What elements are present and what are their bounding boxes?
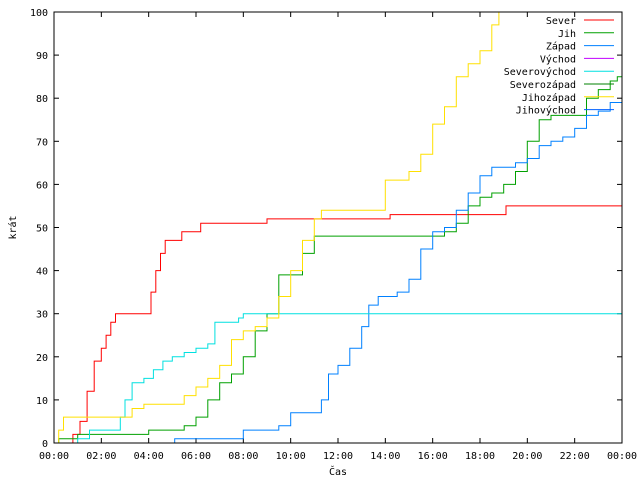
- y-tick-label: 60: [36, 180, 48, 191]
- legend-label: Jihozápad: [522, 92, 576, 104]
- series-line-1: [54, 72, 623, 444]
- y-tick-label: 40: [36, 267, 48, 278]
- x-tick-label: 20:00: [512, 451, 542, 462]
- y-axis-title: krát: [7, 215, 19, 239]
- y-tick-label: 100: [30, 8, 48, 19]
- series-line-6: [54, 11, 504, 444]
- legend-label: Sever: [546, 16, 576, 27]
- x-tick-label: 14:00: [370, 451, 400, 462]
- legend-label: Severozápad: [510, 79, 576, 91]
- y-tick-labels: 0 10 20 30 40 50 60 70 80 90 100: [30, 8, 48, 450]
- x-axis-title: Čas: [329, 465, 347, 478]
- x-tick-label: 16:00: [418, 451, 448, 462]
- y-tick-label: 90: [36, 51, 48, 62]
- x-tick-label: 18:00: [465, 451, 495, 462]
- legend-label: Jihovýchod: [516, 105, 576, 117]
- x-tick-label: 04:00: [134, 451, 164, 462]
- y-tick-label: 50: [36, 224, 48, 235]
- y-tick-label: 20: [36, 353, 48, 364]
- x-tick-label: 06:00: [181, 451, 211, 462]
- legend-label: Severovýchod: [504, 66, 576, 78]
- series-line-0: [54, 205, 622, 444]
- legend-label: Západ: [546, 41, 576, 53]
- x-tick-label: 12:00: [323, 451, 353, 462]
- series-line-4: [54, 313, 622, 444]
- x-tick-label: 22:00: [560, 451, 590, 462]
- x-tick-label: 08:00: [228, 451, 258, 462]
- x-tick-labels: 00:00 02:00 04:00 06:00 08:00 10:00 12:00 14:00…: [39, 451, 637, 462]
- legend-label: Jih: [558, 29, 576, 40]
- legend: Sever JihZápadVýchodSeverovýchodSeverozáp…: [504, 16, 614, 117]
- y-tick-label: 10: [36, 396, 48, 407]
- y-tick-label: 0: [42, 439, 48, 450]
- x-tick-label: 00:00: [607, 451, 637, 462]
- y-tick-label: 80: [36, 94, 48, 105]
- y-tick-label: 30: [36, 310, 48, 321]
- series-line-2: [54, 93, 623, 444]
- y-tick-label: 70: [36, 137, 48, 148]
- x-tick-label: 02:00: [86, 451, 116, 462]
- x-tick-label: 10:00: [276, 451, 306, 462]
- x-tick-label: 00:00: [39, 451, 69, 462]
- legend-label: Východ: [540, 53, 576, 65]
- plot-frame: [53, 11, 623, 444]
